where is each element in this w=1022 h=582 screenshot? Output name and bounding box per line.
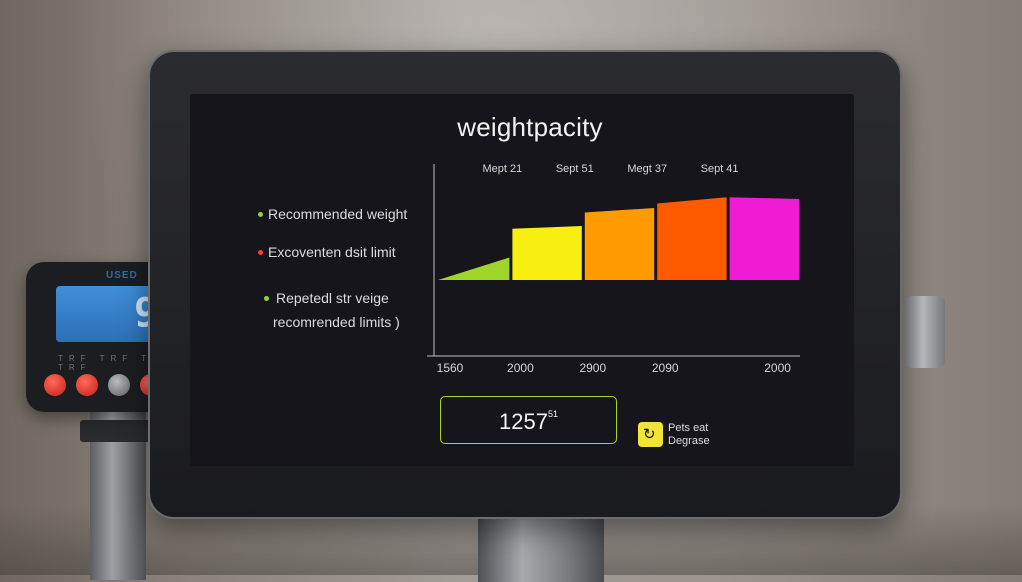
weight-chart: Mept 21 Sept 51 Megt 37 Sept 41 1560 2000 2900…	[427, 163, 800, 375]
badge-caption-line1: Pets eat	[668, 422, 709, 434]
weight-readout-value: 125751	[441, 409, 616, 435]
legend-item-recommended: Recommended weight	[258, 206, 408, 222]
x-tick-label-4: 2090	[652, 361, 679, 375]
chart-segment-1	[438, 257, 510, 280]
badge-caption: Pets eat Degrase	[668, 422, 710, 448]
legend-item-repeated: Repetedl str veige recomrended limits )	[264, 290, 400, 330]
tablet-screen: weightpacity Recommended weight Excovent…	[190, 94, 854, 466]
legend-label: Excoventen dsit limit	[268, 244, 396, 260]
side-red-button-1[interactable]	[44, 374, 66, 396]
legend-dot-red	[258, 250, 263, 255]
top-label-1: Mept 21	[483, 163, 523, 175]
side-red-button-2[interactable]	[76, 374, 98, 396]
legend-item-limit: Excoventen dsit limit	[258, 244, 396, 260]
top-label-2: Sept 51	[556, 163, 594, 175]
legend-dot-green	[264, 296, 269, 301]
weight-readout[interactable]: 125751	[440, 396, 617, 444]
legend-dot-green	[258, 212, 263, 217]
top-label-4: Sept 41	[701, 163, 739, 175]
readout-number: 1257	[499, 409, 548, 434]
top-label-3: Megt 37	[627, 163, 667, 175]
badge-caption-line2: Degrase	[668, 435, 710, 447]
legend-label: Repetedl str veige	[276, 290, 389, 306]
legend-label: Recommended weight	[268, 206, 408, 222]
tablet-mount-post	[478, 512, 604, 582]
x-tick-label-1: 1560	[437, 361, 464, 375]
side-device-button-labels: TRF TRF TRF TRF	[58, 354, 175, 372]
page-title: weightpacity	[457, 112, 603, 142]
side-device-collar	[80, 420, 156, 442]
refresh-icon: ↻	[643, 426, 656, 443]
chart-segment-4	[657, 197, 727, 280]
side-knob[interactable]	[905, 296, 945, 368]
x-tick-label-3: 2900	[579, 361, 606, 375]
readout-superscript: 51	[547, 409, 558, 419]
chart-segment-3	[584, 208, 655, 280]
chart-segment-2	[512, 226, 582, 280]
legend-label-line2: recomrended limits )	[273, 314, 400, 330]
side-gray-button[interactable]	[108, 374, 130, 396]
x-tick-label-5: 2000	[764, 361, 791, 375]
x-tick-label-2: 2000	[507, 361, 534, 375]
chart-segment-5	[729, 197, 799, 280]
refresh-badge-button[interactable]: ↻	[638, 422, 663, 447]
side-device-brand: USED	[106, 270, 138, 281]
